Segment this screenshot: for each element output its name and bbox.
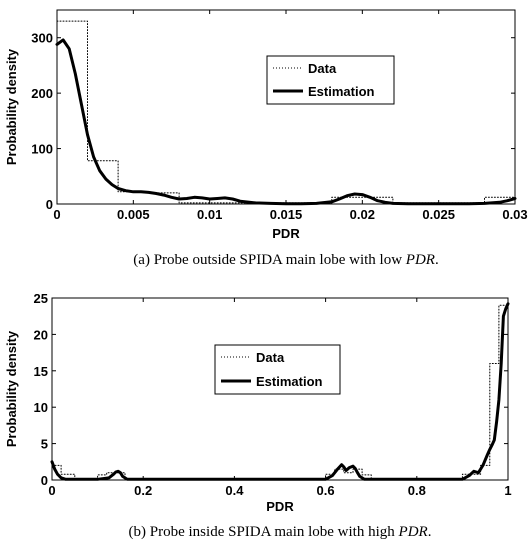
legend-estimation-label: Estimation [308, 84, 375, 99]
series-data-histogram [56, 20, 516, 204]
caption-b: (b) Probe inside SPIDA main lobe with hi… [129, 524, 432, 540]
legend: Data Estimation [266, 55, 395, 105]
legend-data-label: Data [256, 350, 285, 365]
x-tick-label: 1 [504, 483, 511, 498]
legend-box [214, 344, 341, 395]
y-tick-label: 10 [34, 400, 48, 415]
y-tick-label: 15 [34, 364, 48, 379]
y-tick-label: 0 [41, 473, 48, 488]
x-tick-label: 0 [48, 483, 55, 498]
data-series-group [50, 302, 510, 481]
x-axis-label: PDR [272, 226, 300, 241]
y-tick-label: 200 [31, 86, 53, 101]
x-tick-label: 0.03 [502, 207, 527, 222]
x-tick-label: 0.8 [408, 483, 426, 498]
legend: Data Estimation [214, 344, 341, 395]
x-axis-label: PDR [266, 499, 294, 514]
series-estimation-line [55, 38, 517, 206]
x-tick-label: 0 [53, 207, 60, 222]
x-tick-label: 0.6 [317, 483, 335, 498]
x-tick-label: 0.01 [197, 207, 222, 222]
x-tick-label: 0.025 [422, 207, 455, 222]
x-tick-label: 0.02 [350, 207, 375, 222]
y-tick-label: 300 [31, 31, 53, 46]
caption-a: (a) Probe outside SPIDA main lobe with l… [133, 252, 438, 268]
x-tick-label: 0.4 [225, 483, 244, 498]
x-tick-label: 0.015 [270, 207, 303, 222]
y-tick-label: 5 [41, 437, 48, 452]
y-tick-label: 20 [34, 327, 48, 342]
y-tick-label: 0 [46, 197, 53, 212]
legend-estimation-label: Estimation [256, 374, 323, 389]
y-axis-label: Probability density [4, 48, 19, 165]
legend-data-label: Data [308, 61, 337, 76]
data-series-group [55, 20, 517, 206]
series-estimation-line [50, 302, 510, 481]
x-tick-label: 0.005 [117, 207, 150, 222]
x-tick-label: 0.2 [134, 483, 152, 498]
plot-area-frame [56, 9, 516, 205]
axis-ticks-group: 0 0.005 0.01 0.015 0.02 0.025 0.03 0 100 200 300 [31, 10, 528, 222]
chart-panel-a: 0 0.005 0.01 0.015 0.02 0.025 0.03 0 100 200 300 P… [4, 9, 528, 268]
y-tick-label: 100 [31, 142, 53, 157]
y-tick-label: 25 [34, 291, 48, 306]
legend-box [266, 55, 395, 105]
y-axis-label: Probability density [4, 330, 19, 447]
